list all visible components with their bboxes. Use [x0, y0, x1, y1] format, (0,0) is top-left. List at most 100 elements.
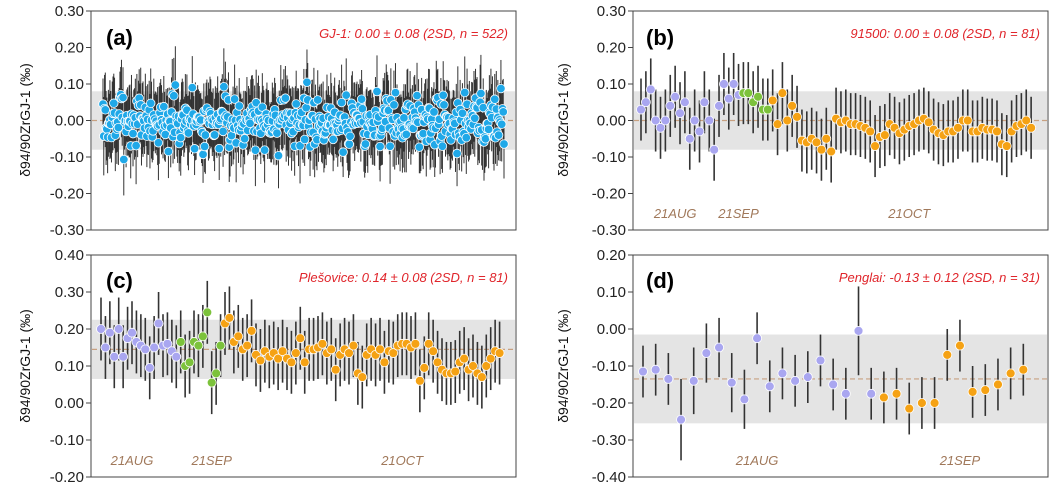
data-point [100, 105, 111, 115]
data-point [412, 90, 422, 101]
data-point [967, 386, 978, 397]
y-tick-label: -0.10 [592, 149, 626, 166]
data-point [709, 144, 720, 155]
y-tick-label: 0.10 [597, 76, 626, 93]
data-point [200, 130, 211, 140]
y-tick-label: -0.30 [592, 432, 626, 449]
data-point [273, 150, 284, 161]
data-point [419, 362, 430, 373]
data-point [437, 141, 448, 151]
y-tick-label: -0.20 [50, 186, 84, 203]
y-tick-label: 0.20 [597, 40, 626, 57]
data-point [490, 94, 500, 104]
data-point [816, 144, 827, 155]
data-point [485, 353, 496, 364]
data-point [704, 115, 715, 126]
data-point [638, 366, 648, 377]
data-point [209, 130, 220, 140]
data-point [739, 394, 750, 405]
data-point [414, 142, 425, 152]
stat-label: Plešovice: 0.14 ± 0.08 (2SD, n = 81) [299, 270, 508, 285]
y-tick-label: 0.00 [597, 321, 626, 338]
data-point [286, 357, 297, 368]
data-point [109, 98, 119, 108]
panel-label: (a) [106, 25, 133, 50]
data-point [650, 364, 661, 375]
data-point [348, 340, 359, 351]
data-point [259, 145, 270, 155]
data-point [993, 379, 1003, 390]
data-point [992, 126, 1002, 137]
data-point [452, 148, 462, 159]
y-tick-label: -0.10 [50, 432, 84, 449]
data-point [199, 141, 210, 152]
month-label: 21OCT [380, 453, 424, 468]
data-point [385, 141, 395, 151]
data-point [175, 337, 186, 347]
data-point [762, 104, 773, 115]
data-point [246, 325, 257, 336]
data-marks [98, 46, 509, 196]
data-point [119, 154, 129, 165]
data-point [953, 122, 963, 133]
data-point [100, 342, 111, 353]
data-point [826, 146, 837, 157]
data-point [390, 87, 401, 98]
data-point [242, 340, 253, 351]
data-point [140, 344, 151, 355]
data-point [811, 137, 822, 148]
data-point [1005, 368, 1016, 379]
data-point [277, 346, 288, 357]
data-point [460, 87, 470, 98]
data-point [787, 101, 798, 111]
data-point [301, 102, 311, 113]
data-point [764, 381, 775, 392]
data-point [317, 338, 328, 349]
y-axis-label: δ94/90ZrGJ-1 (‰) [555, 309, 571, 423]
data-point [904, 403, 915, 414]
y-tick-label: -0.10 [592, 358, 626, 375]
data-point [360, 139, 371, 149]
data-point [870, 141, 880, 151]
data-point [802, 372, 813, 383]
data-point [219, 81, 229, 92]
data-point [344, 139, 354, 149]
panel-label: (d) [646, 268, 674, 293]
data-point [184, 357, 195, 368]
data-point [866, 388, 877, 399]
data-point [663, 374, 674, 384]
data-point [917, 398, 927, 408]
data-point [127, 327, 137, 338]
data-point [372, 86, 382, 97]
data-point [481, 361, 492, 371]
data-point [476, 88, 486, 99]
data-point [131, 140, 141, 151]
data-point [423, 338, 434, 349]
data-point [815, 355, 826, 366]
data-point [171, 351, 182, 362]
y-ticks: 0.40 0.30 0.20 0.10 0.00 -0.10 -0.20 [50, 247, 91, 483]
data-point [438, 90, 448, 100]
month-label: 21OCT [887, 206, 931, 221]
y-tick-label: 0.20 [597, 247, 626, 264]
data-point [655, 122, 666, 133]
data-point [96, 324, 106, 334]
data-point [432, 357, 443, 368]
data-point [699, 97, 710, 108]
y-tick-label: -0.30 [50, 222, 84, 239]
data-marks [96, 280, 505, 415]
data-point [144, 362, 155, 373]
data-point [379, 357, 390, 368]
data-point [689, 115, 700, 126]
data-point [743, 88, 754, 99]
y-tick-label: -0.20 [50, 469, 84, 483]
data-point [410, 338, 421, 349]
data-point [1001, 141, 1012, 151]
y-ticks: 0.30 0.20 0.10 0.00 -0.10 -0.20 -0.30 [592, 3, 633, 239]
data-point [459, 353, 470, 364]
data-point [450, 366, 461, 377]
data-point [414, 375, 425, 386]
data-point [1021, 115, 1032, 126]
data-point [295, 141, 305, 151]
